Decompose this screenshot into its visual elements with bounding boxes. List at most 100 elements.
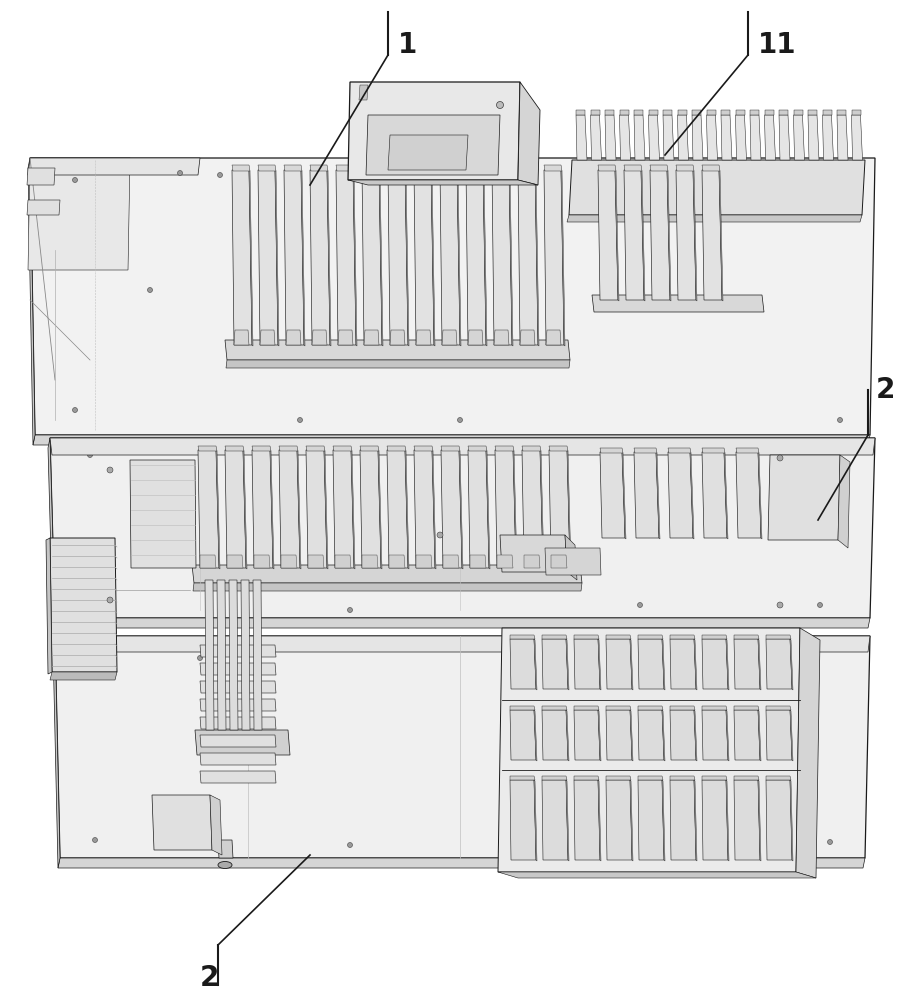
Polygon shape — [416, 555, 432, 568]
Polygon shape — [510, 780, 536, 860]
Text: 1: 1 — [398, 31, 417, 59]
Polygon shape — [758, 710, 761, 761]
Polygon shape — [510, 639, 536, 689]
Circle shape — [298, 418, 302, 422]
Polygon shape — [542, 780, 568, 860]
Polygon shape — [565, 535, 577, 580]
Text: 11: 11 — [758, 31, 797, 59]
Polygon shape — [130, 460, 196, 568]
Polygon shape — [650, 165, 668, 171]
Polygon shape — [324, 450, 328, 569]
Polygon shape — [837, 110, 846, 115]
Polygon shape — [279, 446, 298, 451]
Polygon shape — [542, 710, 568, 760]
Polygon shape — [574, 710, 600, 760]
Polygon shape — [768, 455, 840, 540]
Polygon shape — [734, 706, 759, 710]
Polygon shape — [676, 165, 694, 171]
Polygon shape — [676, 170, 696, 300]
Polygon shape — [284, 170, 304, 345]
Circle shape — [638, 842, 642, 848]
Polygon shape — [808, 115, 819, 160]
Polygon shape — [258, 170, 278, 345]
Polygon shape — [200, 663, 276, 675]
Polygon shape — [663, 115, 674, 160]
Polygon shape — [50, 438, 875, 618]
Polygon shape — [734, 780, 760, 860]
Polygon shape — [362, 165, 380, 171]
Polygon shape — [606, 780, 632, 860]
Polygon shape — [576, 110, 585, 115]
Polygon shape — [690, 452, 694, 539]
Polygon shape — [387, 446, 406, 451]
Polygon shape — [566, 780, 569, 861]
Polygon shape — [702, 776, 727, 780]
Polygon shape — [335, 555, 351, 568]
Polygon shape — [694, 780, 697, 861]
Polygon shape — [540, 450, 544, 569]
Polygon shape — [668, 452, 693, 538]
Polygon shape — [198, 450, 219, 568]
Polygon shape — [200, 681, 276, 693]
Polygon shape — [702, 170, 722, 300]
Polygon shape — [58, 858, 865, 868]
Circle shape — [87, 597, 93, 602]
Polygon shape — [333, 446, 352, 451]
Polygon shape — [638, 706, 663, 710]
Polygon shape — [694, 710, 697, 761]
Polygon shape — [736, 452, 761, 538]
Polygon shape — [254, 555, 270, 568]
Polygon shape — [442, 330, 457, 345]
Polygon shape — [569, 160, 865, 215]
Polygon shape — [634, 115, 645, 160]
Polygon shape — [567, 215, 862, 222]
Polygon shape — [702, 452, 727, 538]
Polygon shape — [390, 330, 405, 345]
Polygon shape — [634, 448, 657, 453]
Polygon shape — [758, 780, 761, 861]
Polygon shape — [522, 446, 541, 451]
Polygon shape — [312, 330, 327, 345]
Circle shape — [458, 418, 462, 422]
Polygon shape — [27, 168, 55, 185]
Polygon shape — [286, 330, 301, 345]
Polygon shape — [765, 110, 774, 115]
Polygon shape — [225, 340, 570, 360]
Polygon shape — [808, 110, 817, 115]
Polygon shape — [270, 450, 274, 569]
Polygon shape — [542, 706, 567, 710]
Polygon shape — [649, 115, 660, 160]
Polygon shape — [567, 450, 571, 569]
Polygon shape — [702, 780, 728, 860]
Polygon shape — [388, 135, 468, 170]
Polygon shape — [351, 450, 355, 569]
Circle shape — [747, 646, 753, 650]
Polygon shape — [534, 710, 537, 761]
Circle shape — [698, 167, 702, 172]
Polygon shape — [414, 446, 433, 451]
Polygon shape — [510, 776, 535, 780]
Circle shape — [497, 646, 503, 650]
Polygon shape — [225, 446, 244, 451]
Polygon shape — [549, 450, 570, 568]
Polygon shape — [229, 580, 238, 730]
Polygon shape — [301, 170, 305, 346]
Polygon shape — [707, 115, 718, 160]
Polygon shape — [440, 170, 460, 345]
Circle shape — [777, 455, 783, 461]
Polygon shape — [606, 635, 631, 639]
Polygon shape — [297, 450, 301, 569]
Polygon shape — [336, 165, 354, 171]
Polygon shape — [388, 170, 408, 345]
Polygon shape — [574, 639, 600, 689]
Polygon shape — [663, 110, 672, 115]
Circle shape — [93, 656, 97, 660]
Polygon shape — [549, 446, 568, 451]
Polygon shape — [638, 635, 663, 639]
Polygon shape — [518, 170, 538, 345]
Polygon shape — [466, 170, 486, 345]
Polygon shape — [662, 639, 665, 690]
Polygon shape — [252, 446, 271, 451]
Polygon shape — [497, 555, 513, 568]
Polygon shape — [495, 450, 516, 568]
